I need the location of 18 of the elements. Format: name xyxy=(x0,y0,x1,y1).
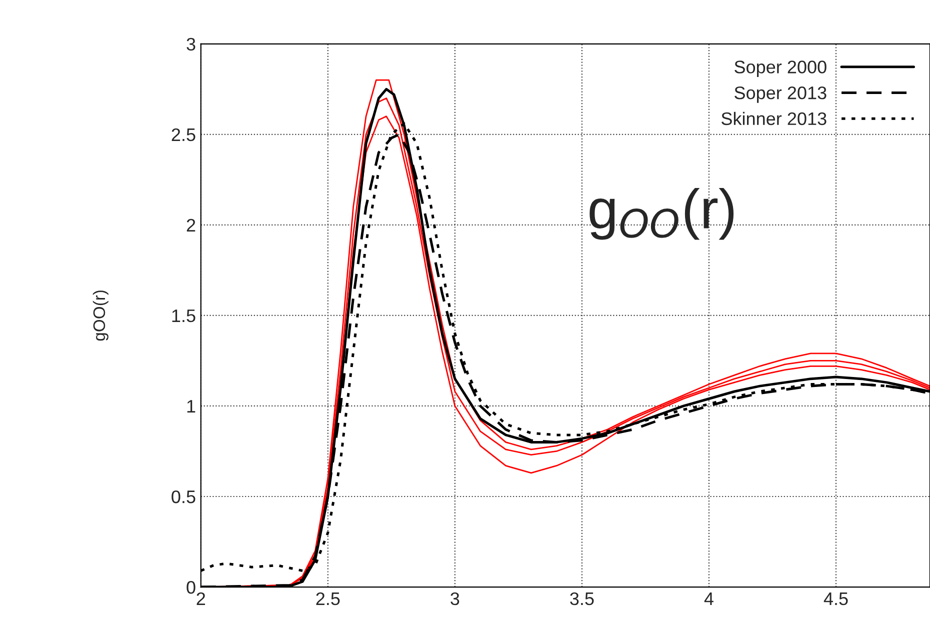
annotation: g$_{OO}$(r) xyxy=(590,188,734,240)
legend-label: Skinner 2013 xyxy=(722,112,826,126)
x-tick-label: 3 xyxy=(450,592,460,606)
y-tick-label: 1 xyxy=(187,400,196,413)
legend-label: Soper 2013 xyxy=(734,86,826,103)
x-tick-label: 4.5 xyxy=(824,592,848,606)
y-tick-label: 2.5 xyxy=(172,128,196,142)
x-tick-label: 4 xyxy=(704,592,714,605)
legend-label: Soper 2000 xyxy=(734,60,826,77)
y-tick-label: 2 xyxy=(186,218,196,232)
y-tick-label: 0.5 xyxy=(172,490,196,504)
y-tick-label: 1.5 xyxy=(172,310,196,322)
x-tick-label: 2 xyxy=(196,592,205,605)
y-tick-label: 3 xyxy=(186,38,196,51)
x-tick-label: 2.5 xyxy=(316,592,340,606)
y-tick-label: 0 xyxy=(186,580,196,594)
x-tick-label: 3.5 xyxy=(570,592,594,606)
y-axis-title: gOO(r) xyxy=(92,290,108,341)
